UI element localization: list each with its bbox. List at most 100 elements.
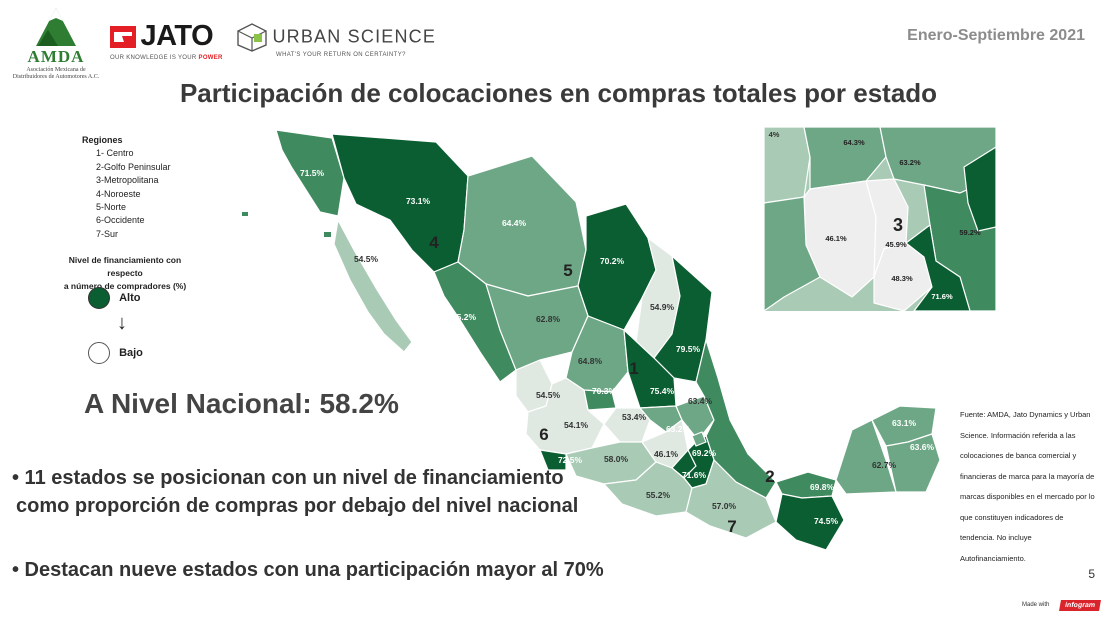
high-circle-icon bbox=[88, 287, 110, 309]
inset-label-south: 48.3% bbox=[891, 274, 913, 283]
label-sinaloa: 65.2% bbox=[452, 312, 477, 322]
region-item: 6-Occidente bbox=[96, 215, 145, 226]
inset-region-number-metro: 3 bbox=[893, 215, 903, 235]
state-oaxaca bbox=[685, 459, 777, 539]
region-item: 3-Metropolitana bbox=[96, 175, 159, 186]
island-decor bbox=[242, 212, 248, 216]
urban-science-logo: URBAN SCIENCE WHAT'S YOUR RETURN ON CERT… bbox=[236, 22, 436, 58]
label-baja-california: 71.5% bbox=[300, 168, 325, 178]
label-tabasco: 69.8% bbox=[810, 482, 835, 492]
region-item: 2-Golfo Peninsular bbox=[96, 161, 171, 172]
label-san-luis-potosi: 75.4% bbox=[650, 386, 675, 396]
low-circle-icon bbox=[88, 342, 110, 364]
state-jalisco bbox=[525, 377, 605, 455]
state-baja-california bbox=[275, 129, 345, 217]
page-number: 5 bbox=[1088, 567, 1095, 581]
region-number-sur: 7 bbox=[727, 517, 736, 536]
amda-subtitle: Asociación Mexicana de Distribuidores de… bbox=[12, 67, 100, 80]
regions-title: Regiones bbox=[82, 135, 123, 145]
label-puebla: 71.6% bbox=[682, 470, 707, 480]
inset-label-top-right: 63.2% bbox=[899, 158, 921, 167]
label-yucatan: 63.1% bbox=[892, 418, 917, 428]
label-michoacan: 58.0% bbox=[604, 454, 629, 464]
urban-science-wordmark: URBAN SCIENCE bbox=[272, 26, 437, 47]
metro-inset-map: 4% 64.3% 63.2% 46.1% 45.9% 59.2% 48.3% 7… bbox=[764, 127, 996, 311]
infogram-badge[interactable]: infogram bbox=[1059, 600, 1101, 611]
island-decor bbox=[324, 232, 331, 237]
cube-icon bbox=[237, 23, 267, 52]
arrow-down-icon: ↓ bbox=[117, 312, 127, 334]
region-item: 7-Sur bbox=[96, 228, 119, 239]
region-item: 4-Noroeste bbox=[96, 188, 141, 199]
jato-tagline: OUR KNOWLEDGE IS YOUR POWER bbox=[110, 55, 223, 61]
financing-legend-title: Nivel de financiamiento con respecto a n… bbox=[63, 255, 187, 291]
inset-label-top-left: 4% bbox=[769, 130, 780, 139]
state-guerrero bbox=[603, 461, 693, 517]
regions-legend: Regiones 1- Centro 2-Golfo Peninsular 3-… bbox=[82, 134, 171, 241]
label-chihuahua: 64.4% bbox=[502, 218, 527, 228]
label-mexico: 46.1% bbox=[654, 449, 679, 459]
period-label: Enero-Septiembre 2021 bbox=[907, 27, 1085, 44]
inset-label-southeast: 71.6% bbox=[931, 292, 953, 301]
inset-label-top-mid: 64.3% bbox=[843, 138, 865, 147]
urban-science-tagline: WHAT'S YOUR RETURN ON CERTAINTY? bbox=[276, 52, 406, 58]
state-baja-california-sur bbox=[333, 219, 413, 353]
label-tamaulipas: 79.5% bbox=[676, 344, 701, 354]
bullet-below-national: • 11 estados se posicionan con un nivel … bbox=[12, 467, 579, 517]
legend-low: Bajo bbox=[88, 342, 143, 364]
label-baja-california-sur: 54.5% bbox=[354, 254, 379, 264]
source-note: Fuente: AMDA, Jato Dynamics y Urban Scie… bbox=[960, 410, 1095, 563]
mountain-icon bbox=[36, 8, 76, 46]
region-number-golfo: 2 bbox=[765, 467, 774, 486]
label-nayarit: 54.5% bbox=[536, 390, 561, 400]
mexico-map: 71.5% 73.1% 54.5% 64.4% 70.2% 54.9% 79.5… bbox=[242, 129, 941, 550]
amda-logo: AMDA Asociación Mexicana de Distribuidor… bbox=[8, 6, 104, 80]
jato-mark-icon bbox=[110, 25, 136, 48]
label-sonora: 73.1% bbox=[406, 196, 431, 206]
state-campeche bbox=[835, 419, 897, 495]
state-coahuila bbox=[577, 203, 657, 331]
label-guerrero: 55.2% bbox=[646, 490, 671, 500]
bullet-above-70: • Destacan nueve estados con una partici… bbox=[12, 559, 604, 581]
inset-label-west: 46.1% bbox=[825, 234, 847, 243]
amda-wordmark: AMDA bbox=[27, 47, 85, 66]
state-labels: 71.5% 73.1% 54.5% 64.4% 70.2% 54.9% 79.5… bbox=[300, 168, 935, 526]
label-guanajuato: 53.4% bbox=[622, 412, 647, 422]
state-colima bbox=[539, 449, 567, 471]
region-item: 1- Centro bbox=[96, 148, 134, 159]
made-with-label: Made with bbox=[1022, 602, 1050, 608]
label-nuevo-leon: 54.9% bbox=[650, 302, 675, 312]
label-jalisco: 54.1% bbox=[564, 420, 589, 430]
label-zacatecas: 64.8% bbox=[578, 356, 603, 366]
national-level: A Nivel Nacional: 58.2% bbox=[84, 388, 399, 419]
label-durango: 62.8% bbox=[536, 314, 561, 324]
state-quintana-roo bbox=[885, 433, 941, 493]
inset-region-top-left bbox=[764, 127, 811, 204]
inset-region-left-low bbox=[764, 196, 821, 311]
label-aguascalientes: 70.3% bbox=[592, 386, 617, 396]
region-number-norte: 5 bbox=[563, 261, 572, 280]
state-hidalgo bbox=[675, 395, 715, 441]
region-number-centro: 1 bbox=[629, 359, 638, 378]
state-tlaxcala bbox=[691, 431, 707, 447]
label-chiapas: 74.5% bbox=[814, 516, 839, 526]
region-number-noroeste: 4 bbox=[429, 233, 439, 252]
page-title: Participación de colocaciones en compras… bbox=[179, 78, 938, 108]
inset-region-far-east bbox=[963, 146, 996, 232]
inset-label-east: 59.2% bbox=[959, 228, 981, 237]
label-colima: 72.5% bbox=[558, 455, 583, 465]
region-number-occidente: 6 bbox=[539, 425, 548, 444]
jato-logo: JATO OUR KNOWLEDGE IS YOUR POWER bbox=[110, 20, 223, 61]
label-queretaro: 63.2% bbox=[666, 424, 691, 434]
label-quintana-roo: 63.6% bbox=[910, 442, 935, 452]
inset-region-southeast bbox=[905, 224, 971, 311]
jato-wordmark: JATO bbox=[140, 20, 214, 52]
label-coahuila: 70.2% bbox=[600, 256, 625, 266]
label-veracruz: 69.2% bbox=[692, 448, 717, 458]
label-hidalgo: 63.4% bbox=[688, 396, 713, 406]
state-sinaloa bbox=[433, 261, 517, 383]
region-item: 5-Norte bbox=[96, 202, 127, 213]
inset-label-center: 45.9% bbox=[885, 240, 907, 249]
label-oaxaca: 57.0% bbox=[712, 501, 737, 511]
legend-high: Alto bbox=[88, 287, 140, 309]
